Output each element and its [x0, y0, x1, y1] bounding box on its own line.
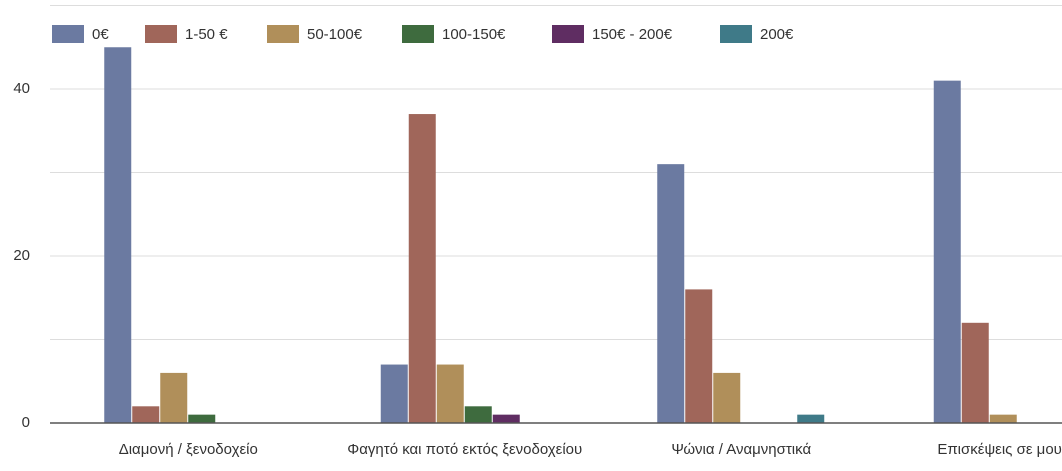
- legend-label: 200€: [760, 26, 794, 43]
- legend-swatch: [720, 25, 752, 43]
- legend-label: 150€ - 200€: [592, 26, 673, 43]
- y-tick-label: 40: [13, 80, 30, 97]
- bar: [961, 322, 989, 423]
- bar: [132, 406, 160, 423]
- legend-swatch: [402, 25, 434, 43]
- bar: [713, 372, 741, 423]
- x-tick-label: Φαγητό και ποτό εκτός ξενοδοχείου: [347, 441, 582, 458]
- bar: [380, 364, 408, 423]
- bar: [685, 289, 713, 423]
- bar: [464, 406, 492, 423]
- bar: [104, 47, 132, 423]
- legend-swatch: [145, 25, 177, 43]
- bar: [989, 414, 1017, 423]
- bar: [797, 414, 825, 423]
- legend-label: 0€: [92, 26, 109, 43]
- legend-swatch: [552, 25, 584, 43]
- y-tick-label: 20: [13, 247, 30, 264]
- x-tick-label: Ψώνια / Αναμνηστικά: [671, 441, 811, 458]
- bar: [436, 364, 464, 423]
- legend-swatch: [267, 25, 299, 43]
- y-tick-label: 0: [22, 414, 30, 431]
- bar: [160, 372, 188, 423]
- bar: [492, 414, 520, 423]
- legend-swatch: [52, 25, 84, 43]
- bar: [188, 414, 216, 423]
- bar: [408, 114, 436, 424]
- bar: [657, 164, 685, 423]
- legend-label: 1-50 €: [185, 26, 228, 43]
- x-tick-label: Επισκέψεις σε μουσεία /: [937, 441, 1062, 458]
- legend-label: 100-150€: [442, 26, 506, 43]
- x-tick-label: Διαμονή / ξενοδοχείο: [119, 441, 258, 458]
- legend-label: 50-100€: [307, 26, 363, 43]
- bar: [933, 80, 961, 424]
